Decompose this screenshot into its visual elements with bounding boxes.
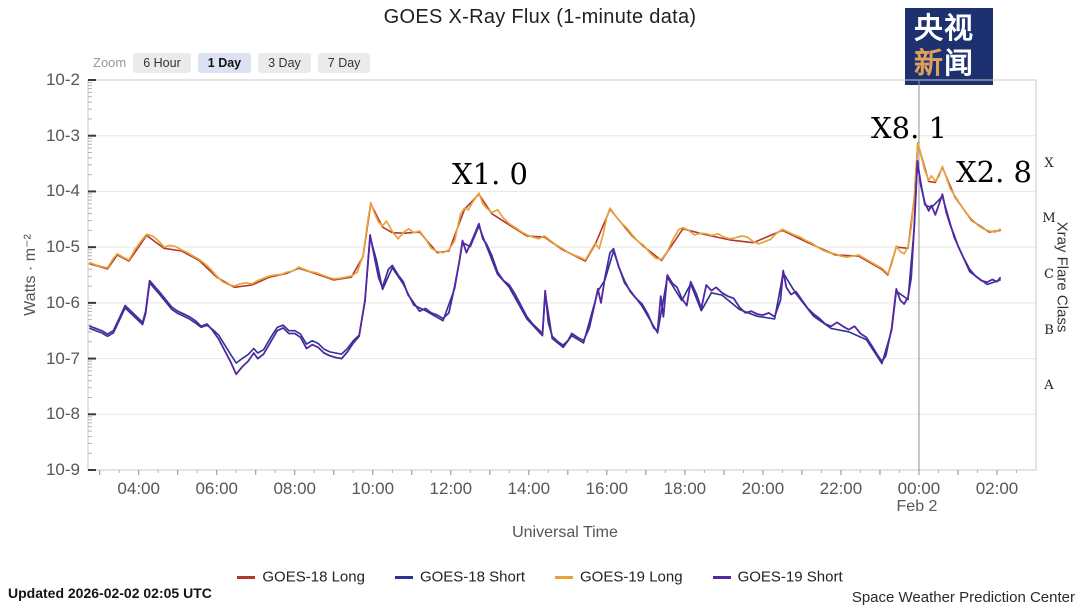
x-tick-label: 00:00 xyxy=(897,479,941,498)
x-tick-label: 06:00 xyxy=(195,479,238,498)
updated-timestamp: Updated 2026-02-02 02:05 UTC xyxy=(8,585,212,601)
legend-swatch xyxy=(712,575,731,579)
zoom-button-6-hour[interactable]: 6 Hour xyxy=(133,53,191,73)
flare-class-label: X xyxy=(1044,155,1054,171)
cctv-news-logo: 央视 新闻 xyxy=(905,8,993,85)
legend-item-goes-19-long: GOES-19 Long xyxy=(555,568,683,586)
plot-border xyxy=(87,79,1037,471)
x-tick-label: 04:00 xyxy=(117,479,160,498)
flare-annotation: X8. 1 xyxy=(871,111,947,145)
flare-class-label: B xyxy=(1044,322,1054,338)
date-sub-label: Feb 2 xyxy=(896,498,938,515)
logo-text-bottom: 新闻 xyxy=(905,47,993,82)
legend-item-goes-18-short: GOES-18 Short xyxy=(394,568,525,586)
zoom-label: Zoom xyxy=(93,55,127,70)
x-tick-label: 10:00 xyxy=(351,479,395,498)
logo-text-top: 央视 xyxy=(914,13,975,45)
zoom-button-3-day[interactable]: 3 Day xyxy=(258,53,311,73)
x-tick-label: 14:00 xyxy=(507,479,551,498)
source-credit: Space Weather Prediction Center xyxy=(851,589,1075,606)
y-tick-label: 10-8 xyxy=(45,404,80,424)
logo-char-accent: 新 xyxy=(914,48,945,80)
flare-class-label: A xyxy=(1044,378,1054,394)
legend-swatch xyxy=(394,575,413,579)
x-tick-label: 12:00 xyxy=(429,479,473,498)
legend-item-goes-18-long: GOES-18 Long xyxy=(237,568,365,586)
flare-class-label: M xyxy=(1042,211,1056,227)
x-tick-label: 22:00 xyxy=(819,479,863,498)
legend-label: GOES-19 Short xyxy=(737,568,843,586)
flare-class-label: C xyxy=(1044,267,1054,282)
y-tick-label: 10-3 xyxy=(45,125,80,145)
legend-item-goes-19-short: GOES-19 Short xyxy=(712,568,843,586)
logo-char-rest: 闻 xyxy=(944,48,975,80)
legend-label: GOES-18 Short xyxy=(419,568,525,586)
y-tick-label: 10-6 xyxy=(45,292,80,312)
y-tick-label: 10-9 xyxy=(45,460,80,479)
flare-annotation: X2. 8 xyxy=(956,155,1032,189)
x-tick-label: 16:00 xyxy=(585,479,629,498)
legend-label: GOES-19 Long xyxy=(580,568,683,586)
legend-label: GOES-18 Long xyxy=(262,568,365,586)
zoom-button-7-day[interactable]: 7 Day xyxy=(317,53,371,73)
legend-swatch xyxy=(555,575,573,579)
series-goes-18-short xyxy=(89,162,1001,365)
zoom-controls: Zoom 6 Hour 1 Day 3 Day 7 Day xyxy=(93,53,371,73)
legend: GOES-18 Long GOES-18 Short GOES-19 Long GOE… xyxy=(0,568,1080,586)
flare-annotation: X1. 0 xyxy=(452,157,528,191)
y-tick-label: 10-2 xyxy=(45,70,80,89)
y-tick-label: 10-5 xyxy=(45,237,80,257)
series-goes-18-long xyxy=(89,142,1001,289)
x-tick-label: 18:00 xyxy=(663,479,707,498)
series-goes-19-short xyxy=(89,159,1001,376)
chart-title: GOES X-Ray Flux (1-minute data) xyxy=(383,6,697,28)
zoom-button-1-day[interactable]: 1 Day xyxy=(197,53,252,73)
legend-swatch xyxy=(237,575,256,579)
series-goes-19-long xyxy=(89,141,1001,287)
flare-class-axis-title: Xray Flare Class xyxy=(1053,221,1071,333)
y-axis-title: Watts · m⁻² xyxy=(22,234,39,316)
x-axis-title: Universal Time xyxy=(512,524,618,541)
x-tick-label: 02:00 xyxy=(975,479,1019,498)
y-tick-label: 10-4 xyxy=(45,181,80,201)
x-tick-label: 08:00 xyxy=(273,479,317,498)
y-tick-label: 10-7 xyxy=(45,348,80,368)
x-tick-label: 20:00 xyxy=(741,479,785,498)
